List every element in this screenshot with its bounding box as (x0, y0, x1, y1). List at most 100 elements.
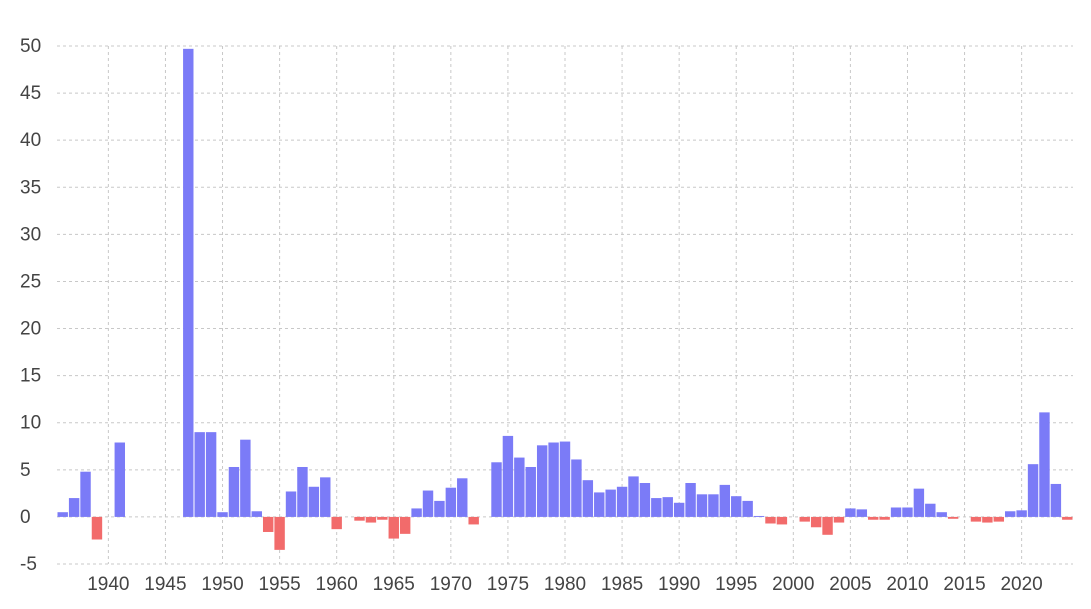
bar-2014 (947, 516, 959, 519)
bar-1957 (297, 466, 308, 517)
x-tick-label: 1980 (544, 574, 586, 595)
bar-2001 (799, 516, 810, 522)
x-tick-label: 1965 (373, 574, 415, 595)
bar-2011 (913, 488, 925, 517)
x-tick-label: 1985 (601, 574, 643, 595)
bar-1974 (491, 462, 502, 517)
bar-1960 (331, 516, 342, 530)
y-tick-label: 20 (20, 319, 41, 340)
y-tick-label: 40 (20, 130, 41, 151)
bar-1955 (274, 516, 285, 550)
x-tick-label: 1975 (487, 574, 529, 595)
bar-1989 (662, 497, 673, 517)
bar-2020 (1016, 510, 1027, 517)
bar-1950 (217, 512, 228, 517)
bar-2018 (993, 516, 1005, 522)
x-tick-label: 2005 (829, 574, 871, 595)
bar-2021 (1027, 464, 1039, 517)
bar-1967 (411, 508, 422, 517)
bar-1991 (685, 483, 696, 517)
bar-1987 (639, 483, 651, 517)
bar-2019 (1005, 511, 1016, 517)
bar-1958 (308, 486, 320, 517)
y-tick-label: 0 (20, 507, 31, 528)
x-tick-label: 1940 (87, 574, 129, 595)
bar-1993 (708, 494, 719, 517)
bar-2016 (970, 516, 982, 522)
x-tick-label: 2000 (772, 574, 814, 595)
bar-1996 (742, 500, 753, 517)
bar-2008 (879, 516, 890, 520)
x-tick-label: 2010 (886, 574, 928, 595)
bar-1954 (262, 516, 274, 532)
bar-1959 (320, 477, 331, 517)
y-tick-label: 35 (20, 177, 41, 198)
bar-1994 (719, 484, 731, 517)
x-tick-label: 1960 (316, 574, 358, 595)
bar-1979 (548, 442, 559, 517)
bar-2012 (925, 503, 936, 517)
bar-1948 (194, 432, 205, 517)
y-tick-label: 50 (20, 36, 41, 57)
y-axis-tick-labels: -5 0 5 10 15 20 25 30 35 40 45 50 (20, 36, 41, 575)
bar-1941 (114, 442, 125, 517)
x-tick-label: 1955 (258, 574, 300, 595)
bar-2005 (845, 508, 856, 517)
bar-1951 (228, 466, 240, 517)
bars (57, 48, 1073, 550)
bar-1963 (365, 516, 377, 523)
y-tick-label: -5 (20, 554, 37, 575)
bar-2004 (833, 516, 845, 523)
bar-1997 (753, 515, 765, 517)
bar-1964 (377, 516, 388, 520)
x-tick-label: 1995 (715, 574, 757, 595)
bar-1988 (651, 498, 662, 517)
bar-2006 (856, 509, 868, 517)
x-tick-label: 2015 (943, 574, 985, 595)
y-tick-label: 30 (20, 224, 41, 245)
y-tick-label: 45 (20, 83, 41, 104)
bar-2007 (868, 516, 879, 520)
bar-1939 (91, 516, 103, 540)
y-tick-label: 25 (20, 271, 41, 292)
bar-1999 (776, 516, 788, 525)
bar-1962 (354, 516, 365, 521)
bar-1978 (536, 445, 548, 517)
bar-2002 (810, 516, 822, 528)
bar-1986 (628, 476, 639, 517)
bar-1938 (80, 471, 91, 517)
bar-1936 (57, 512, 68, 517)
bar-1947 (183, 48, 194, 517)
y-tick-label: 5 (20, 460, 31, 481)
y-tick-label: 15 (20, 366, 41, 387)
bar-2003 (822, 516, 833, 535)
bar-1937 (68, 498, 80, 517)
bar-1965 (388, 516, 399, 539)
bar-1980 (559, 441, 571, 517)
bar-1971 (457, 478, 468, 517)
bar-2013 (936, 512, 947, 517)
bar-1977 (525, 466, 536, 517)
y-tick-label: 10 (20, 413, 41, 434)
grid (57, 45, 1073, 565)
bar-2017 (982, 516, 993, 523)
bar-1972 (468, 516, 479, 525)
x-tick-label: 1990 (658, 574, 700, 595)
bar-1984 (605, 489, 616, 517)
bar-1998 (765, 516, 776, 524)
x-axis-tick-labels: 1940 1945 1950 1955 1960 1965 1970 1975 1980 1985… (87, 574, 1043, 595)
x-tick-label: 1950 (201, 574, 243, 595)
bar-1985 (616, 486, 628, 517)
bar-2024 (1062, 516, 1073, 520)
bar-1968 (422, 490, 434, 517)
bar-1975 (502, 435, 514, 517)
bar-1992 (696, 494, 708, 517)
bar-1956 (285, 491, 297, 517)
x-tick-label: 1945 (144, 574, 186, 595)
bar-1995 (731, 496, 742, 517)
bar-2023 (1050, 483, 1062, 517)
bar-2009 (890, 507, 902, 517)
bar-1990 (673, 502, 685, 517)
bar-1949 (205, 432, 217, 517)
